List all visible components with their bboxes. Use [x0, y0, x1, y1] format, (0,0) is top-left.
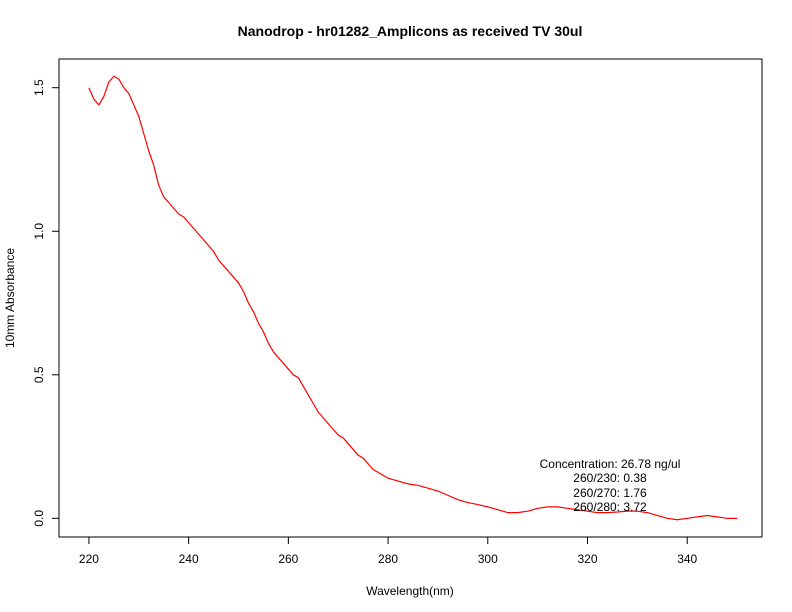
- concentration-annotation: Concentration: 26.78 ng/ul: [540, 457, 681, 471]
- x-tick-label: 220: [79, 552, 99, 566]
- ratio-260-280-annotation: 260/280: 3.72: [573, 500, 647, 514]
- ratio-260-270-annotation: 260/270: 1.76: [573, 486, 647, 500]
- y-axis-label: 10mm Absorbance: [3, 248, 17, 348]
- y-tick-label: 0.5: [32, 366, 46, 383]
- chart-title: Nanodrop - hr01282_Amplicons as received…: [238, 23, 583, 39]
- x-tick-label: 300: [478, 552, 498, 566]
- x-axis-label: Wavelength(nm): [366, 584, 454, 598]
- x-tick-label: 280: [378, 552, 398, 566]
- y-tick-label: 0.0: [32, 510, 46, 527]
- y-tick-label: 1.5: [32, 79, 46, 96]
- stats-annotation: Concentration: 26.78 ng/ul 260/230: 0.38…: [540, 457, 681, 514]
- ratio-260-230-annotation: 260/230: 0.38: [573, 471, 647, 485]
- plot-frame: [58, 58, 763, 538]
- x-axis: 220 240 260 280 300 320 340: [79, 537, 698, 566]
- absorbance-series-line: [88, 75, 738, 521]
- x-tick-label: 320: [577, 552, 597, 566]
- x-tick-label: 340: [677, 552, 697, 566]
- x-tick-label: 240: [179, 552, 199, 566]
- y-axis: 0.0 0.5 1.0 1.5: [32, 79, 59, 527]
- y-tick-label: 1.0: [32, 223, 46, 240]
- x-tick-label: 260: [278, 552, 298, 566]
- series-group: [88, 75, 738, 521]
